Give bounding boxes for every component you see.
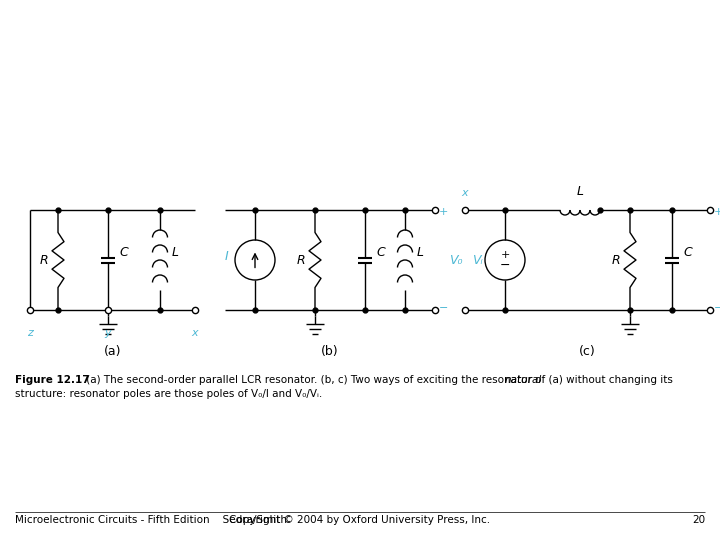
Text: −: − xyxy=(500,259,510,272)
Text: I: I xyxy=(225,249,229,262)
Text: R: R xyxy=(40,253,48,267)
Text: +: + xyxy=(714,207,720,217)
Text: (a): (a) xyxy=(104,345,121,358)
Text: Figure 12.17: Figure 12.17 xyxy=(15,375,89,385)
Text: C: C xyxy=(377,246,385,259)
Text: V₀: V₀ xyxy=(449,253,462,267)
Text: −: − xyxy=(439,303,449,313)
Text: structure: resonator poles are those poles of V₀/I and V₀/Vᵢ.: structure: resonator poles are those pol… xyxy=(15,389,323,399)
Text: (c): (c) xyxy=(579,345,596,358)
Text: natural: natural xyxy=(505,375,542,385)
Text: (b): (b) xyxy=(321,345,339,358)
Text: L: L xyxy=(171,246,179,259)
Text: C: C xyxy=(120,246,128,259)
Text: R: R xyxy=(612,253,621,267)
Text: y: y xyxy=(104,328,112,338)
Text: C: C xyxy=(683,246,693,259)
Text: L: L xyxy=(416,246,423,259)
Text: L: L xyxy=(577,185,583,198)
Text: −: − xyxy=(714,303,720,313)
Text: +: + xyxy=(439,207,449,217)
Text: Vᵢ: Vᵢ xyxy=(472,253,482,267)
Text: 20: 20 xyxy=(692,515,705,525)
Text: Microelectronic Circuits - Fifth Edition    Sedra/Smith: Microelectronic Circuits - Fifth Edition… xyxy=(15,515,287,525)
Text: x: x xyxy=(192,328,198,338)
Text: +: + xyxy=(500,250,510,260)
Text: (a) The second-order parallel LCR resonator. (b, c) Two ways of exciting the res: (a) The second-order parallel LCR resona… xyxy=(83,375,676,385)
Text: Copyright © 2004 by Oxford University Press, Inc.: Copyright © 2004 by Oxford University Pr… xyxy=(230,515,490,525)
Text: z: z xyxy=(27,328,33,338)
Text: R: R xyxy=(297,253,305,267)
Text: x: x xyxy=(462,188,468,198)
